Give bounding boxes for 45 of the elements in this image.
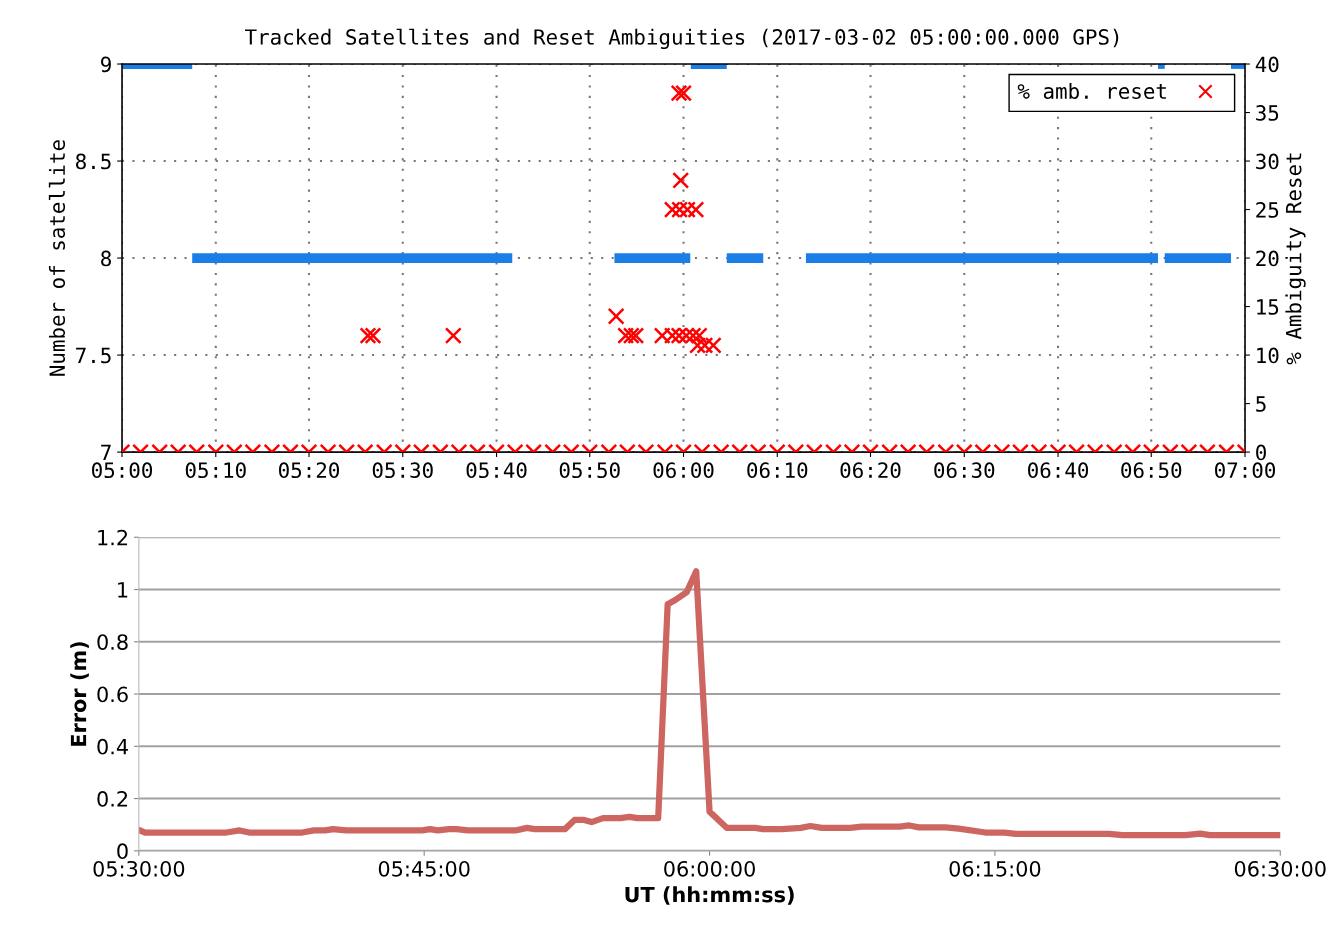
x-tick-label: 06:30 (934, 462, 995, 479)
y2-tick-label: 0 (1256, 444, 1266, 461)
y2-tick-label: 35 (1256, 105, 1279, 121)
y-tick-label: 0.8 (97, 634, 128, 650)
x-tick-label: 05:50 (559, 462, 620, 479)
x-tick-label: 06:50 (1121, 462, 1182, 479)
y-tick-label: 7.5 (76, 347, 111, 364)
x-tick-label: 05:30 (372, 462, 433, 479)
y-tick-label: 9 (101, 56, 111, 73)
x-tick-label: 05:45:00 (378, 860, 470, 877)
x-tick-label: 05:10 (185, 462, 246, 479)
y-axis-title: Error (m) (70, 642, 89, 746)
x-axis-title: UT (hh:mm:ss) (625, 886, 794, 905)
x-tick-label: 06:20 (840, 462, 901, 479)
y-tick-label: 7 (101, 444, 111, 461)
y2-axis-title: % Ambiguity Reset (1285, 153, 1306, 365)
y-tick-label: 0.2 (97, 791, 128, 807)
x-tick-label: 05:40 (466, 462, 527, 479)
legend-label: % amb. reset (1017, 82, 1166, 100)
x-tick-label: 07:00 (1215, 462, 1276, 479)
chart-title: Tracked Satellites and Reset Ambiguities (2017-03-02 05:00:00.000 GPS) (245, 28, 1119, 50)
x-tick-label: 06:40 (1028, 462, 1089, 479)
y-tick-label: 1 (118, 582, 128, 598)
x-tick-label: 06:00:00 (664, 860, 755, 877)
y-tick-label: 8 (101, 250, 111, 267)
y-tick-label: 0 (117, 843, 128, 860)
y2-tick-label: 20 (1256, 250, 1279, 267)
y2-tick-label: 15 (1257, 299, 1279, 315)
x-tick-label: 06:30:00 (1234, 860, 1326, 877)
x-tick-label: 06:00 (653, 462, 714, 479)
y-tick-label: 8.5 (76, 153, 111, 170)
y-axis-title: Number of satellite (48, 140, 66, 376)
x-tick-label: 06:15:00 (949, 860, 1041, 877)
y2-tick-label: 10 (1257, 347, 1279, 364)
y-tick-label: 0.4 (97, 738, 128, 755)
y2-tick-label: 25 (1256, 202, 1279, 218)
y2-tick-label: 40 (1255, 56, 1279, 73)
y2-tick-label: 30 (1256, 153, 1279, 170)
y-tick-label: 1.2 (98, 529, 128, 546)
x-tick-label: 06:10 (747, 462, 808, 479)
y-tick-label: 0.6 (97, 686, 128, 703)
x-tick-label: 05:30:00 (93, 860, 185, 877)
x-tick-label: 05:20 (279, 462, 340, 479)
y2-tick-label: 5 (1256, 396, 1266, 412)
x-tick-label: 05:00 (92, 462, 153, 479)
